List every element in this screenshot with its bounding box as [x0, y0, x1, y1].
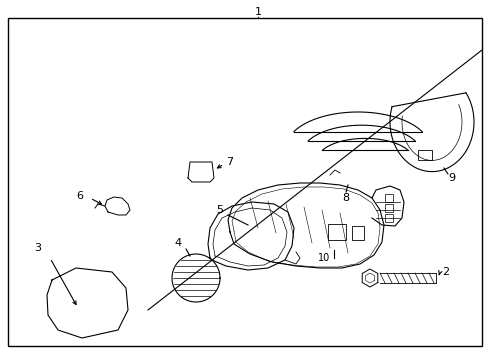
- Text: 7: 7: [226, 157, 234, 167]
- Bar: [328, 224, 346, 240]
- Bar: [418, 150, 432, 160]
- Text: 9: 9: [448, 173, 456, 183]
- Text: 4: 4: [174, 238, 182, 248]
- Text: 8: 8: [343, 193, 349, 203]
- Text: 1: 1: [254, 7, 262, 17]
- Text: 2: 2: [442, 267, 449, 277]
- Text: 5: 5: [217, 205, 223, 215]
- Bar: [352, 226, 364, 240]
- Bar: [385, 214, 393, 222]
- Bar: [385, 194, 393, 202]
- Text: 3: 3: [34, 243, 42, 253]
- Text: 6: 6: [76, 191, 83, 201]
- Text: 10: 10: [318, 253, 330, 263]
- Bar: [385, 204, 393, 212]
